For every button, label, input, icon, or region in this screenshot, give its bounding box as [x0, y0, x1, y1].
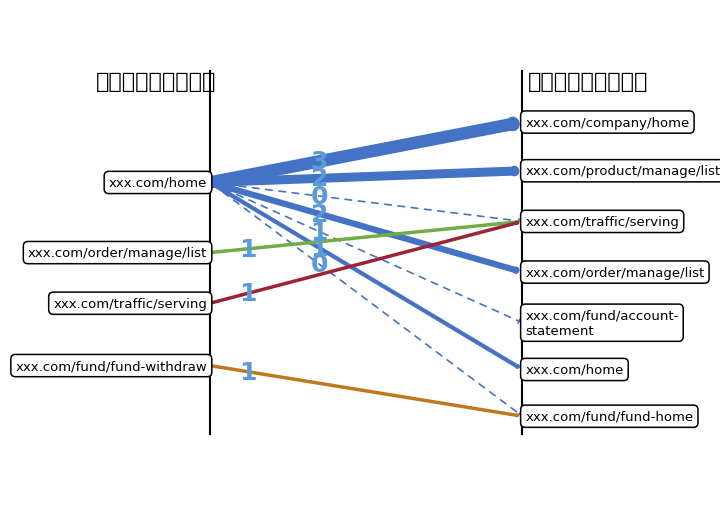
Text: xxx.com/fund/fund-home: xxx.com/fund/fund-home — [526, 410, 693, 423]
Text: 第一次被访问的页面: 第一次被访问的页面 — [96, 72, 216, 92]
Text: 1: 1 — [239, 360, 256, 384]
Text: 0: 0 — [310, 253, 328, 277]
Text: xxx.com/order/manage/list: xxx.com/order/manage/list — [28, 246, 207, 260]
Text: 1: 1 — [239, 282, 256, 306]
Text: xxx.com/traffic/serving: xxx.com/traffic/serving — [53, 297, 207, 310]
Text: 0: 0 — [310, 185, 328, 209]
Text: xxx.com/product/manage/list: xxx.com/product/manage/list — [526, 165, 720, 178]
Text: xxx.com/order/manage/list: xxx.com/order/manage/list — [526, 266, 704, 279]
Text: xxx.com/traffic/serving: xxx.com/traffic/serving — [526, 216, 679, 228]
Text: xxx.com/home: xxx.com/home — [526, 363, 624, 376]
Text: 2: 2 — [310, 203, 328, 226]
Text: 3: 3 — [310, 150, 328, 174]
Text: 第二次被访问的页面: 第二次被访问的页面 — [528, 72, 649, 92]
Text: xxx.com/home: xxx.com/home — [109, 177, 207, 189]
Text: xxx.com/fund/fund-withdraw: xxx.com/fund/fund-withdraw — [15, 360, 207, 372]
Text: xxx.com/company/home: xxx.com/company/home — [526, 116, 690, 129]
Text: xxx.com/fund/account-
statement: xxx.com/fund/account- statement — [526, 309, 679, 337]
Text: 1: 1 — [239, 237, 256, 261]
Text: 2: 2 — [310, 167, 328, 191]
Text: 1: 1 — [310, 220, 328, 244]
Text: 1: 1 — [310, 236, 328, 261]
